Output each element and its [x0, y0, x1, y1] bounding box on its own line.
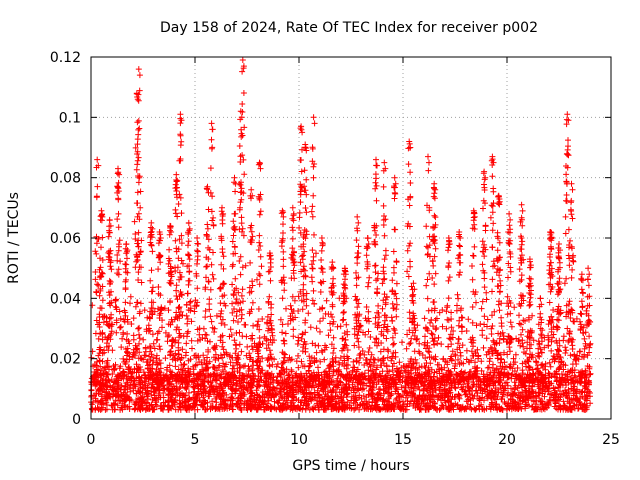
y-tick-label: 0.08 — [50, 171, 81, 187]
axis-ticks: 0 0.02 0.04 0.06 0.08 0.1 0.12 0 5 10 15 20 25 — [50, 50, 620, 448]
y-tick-label: 0.02 — [50, 352, 81, 368]
y-tick-label: 0.04 — [50, 291, 81, 307]
x-tick-label: 0 — [87, 432, 96, 448]
x-tick-label: 15 — [394, 432, 412, 448]
roti-scatter-points — [88, 57, 594, 413]
x-axis-label: GPS time / hours — [292, 458, 409, 474]
y-tick-label: 0.1 — [59, 110, 81, 126]
y-axis-label: ROTI / TECUs — [6, 192, 22, 284]
x-tick-label: 5 — [191, 432, 200, 448]
y-tick-label: 0.06 — [50, 231, 81, 247]
data-points — [88, 57, 594, 413]
x-tick-label: 25 — [602, 432, 620, 448]
x-tick-label: 20 — [498, 432, 516, 448]
y-tick-label: 0.12 — [50, 50, 81, 66]
chart-title: Day 158 of 2024, Rate Of TEC Index for r… — [160, 20, 538, 36]
y-tick-label: 0 — [72, 412, 81, 428]
x-tick-label: 10 — [290, 432, 308, 448]
